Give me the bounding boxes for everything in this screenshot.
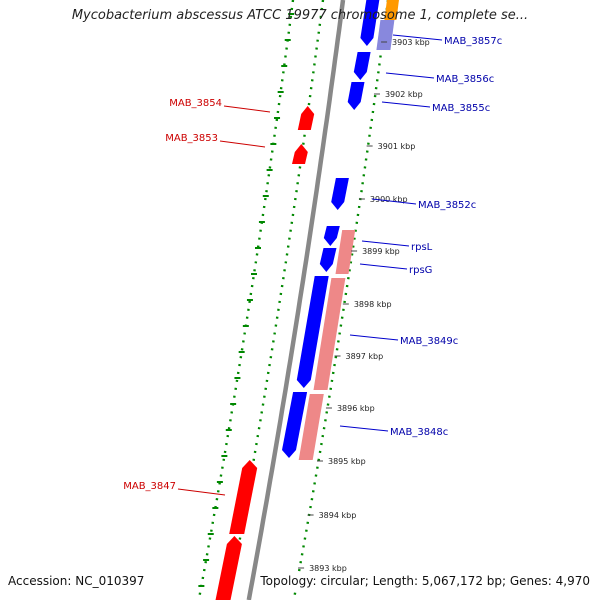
label-leader-line [339,425,389,432]
highlight-bar-rps[interactable] [335,230,356,274]
scale-tick-label: 3900 kbp [370,195,408,204]
gene-label-reverse[interactable]: MAB_3855c [432,103,490,114]
scale-tick-label: 3894 kbp [319,511,357,520]
gene-bar-mab-3857c-shade[interactable] [376,20,395,50]
scale-tick-label: 3895 kbp [328,457,366,466]
gene-label-reverse[interactable]: rpsG [409,265,432,276]
label-leader-line [371,198,417,205]
map-title: Mycobacterium abscessus ATCC 19977 chrom… [71,8,529,23]
orf-bar-orange[interactable] [384,0,399,20]
gene-arrow-mab-3849c[interactable] [296,276,329,388]
accession-text: Accession: NC_010397 [8,574,145,588]
label-leader-line [361,240,410,247]
highlight-bar-mab-3849c[interactable] [313,278,346,390]
gene-label-forward[interactable]: MAB_3847 [123,481,176,492]
scale-tick-label: 3903 kbp [392,38,430,47]
gene-label-reverse[interactable]: MAB_3857c [444,36,502,47]
label-leader-line [219,140,266,148]
label-leader-line [177,488,226,496]
tick-dots-outer [197,0,295,600]
scale-tick-label: 3902 kbp [385,90,423,99]
gene-arrow-partial[interactable] [214,536,242,600]
gene-arrow-mab-3848c[interactable] [282,392,308,458]
topology-text: Topology: circular; Length: 5,067,172 bp… [258,574,590,588]
gene-arrow-mab-3852c[interactable] [331,178,349,210]
gene-arrow-mab-3856c[interactable] [353,52,371,80]
tick-dots-inner-right [292,0,390,600]
feature-tracks [214,0,399,600]
label-leader-line [381,101,431,108]
gene-arrow-mab-3857c[interactable] [360,0,380,46]
gene-arrow-mab-3853[interactable] [292,144,308,164]
scale-tick-label: 3896 kbp [337,404,375,413]
scale-ticks: 3903 kbp 3902 kbp 3901 kbp 3900 kbp 3899 kbp… [298,38,430,573]
label-leader-line [349,334,399,341]
gene-arrow-mab-3854[interactable] [297,106,315,130]
feature-labels: MAB_3857c MAB_3856c MAB_3855c MAB_3852c rpsL… [123,34,502,496]
gene-label-reverse[interactable]: MAB_3856c [436,74,494,85]
label-leader-line [392,34,443,41]
highlight-bar-mab-3848c[interactable] [298,394,324,460]
scale-tick-label: 3899 kbp [362,247,400,256]
gene-label-reverse[interactable]: MAB_3849c [400,336,458,347]
backbone-ring [246,0,346,600]
gene-arrow-mab-3847[interactable] [229,460,258,534]
gene-label-forward[interactable]: MAB_3854 [169,98,222,109]
label-leader-line [359,263,408,270]
gene-label-forward[interactable]: MAB_3853 [165,133,218,144]
label-leader-line [223,105,271,113]
backbone-line [246,0,346,600]
scale-tick-label: 3893 kbp [309,564,347,573]
scale-tick-label: 3897 kbp [346,352,384,361]
gene-arrow-rpsg[interactable] [319,248,337,272]
gene-label-reverse[interactable]: MAB_3852c [418,200,476,211]
scale-tick-label: 3901 kbp [378,142,416,151]
label-leader-line [385,72,435,79]
gene-arrow-mab-3855c[interactable] [347,82,365,110]
gene-label-reverse[interactable]: MAB_3848c [390,427,448,438]
gene-label-reverse[interactable]: rpsL [411,242,433,253]
scale-tick-label: 3898 kbp [354,300,392,309]
gene-arrow-rpsl[interactable] [323,226,340,246]
